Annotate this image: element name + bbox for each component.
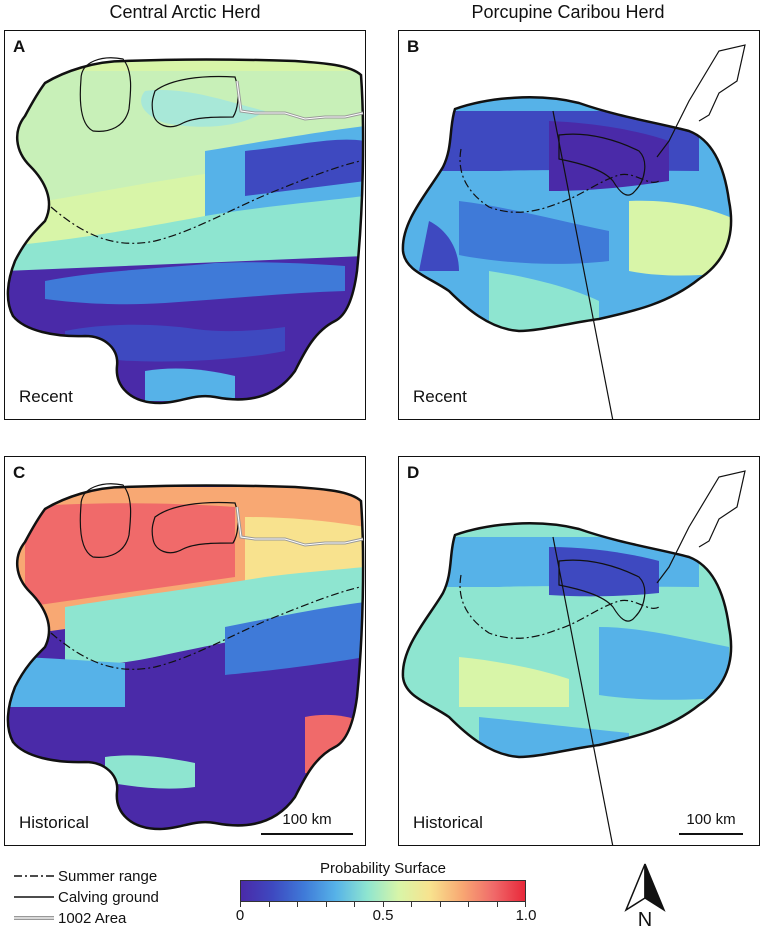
map-panel-d: D Historical 100 km (398, 456, 760, 846)
panel-letter-d: D (407, 463, 420, 482)
colorbar-tick (525, 902, 526, 907)
panel-letter-b: B (407, 37, 420, 56)
colorbar-mid-label: 0.5 (372, 907, 394, 924)
legend-calving-ground-label: Calving ground (58, 889, 159, 906)
north-label: N (637, 909, 653, 931)
map-panel-a: A Recent (4, 30, 366, 420)
colorbar-max-label: 1.0 (515, 907, 537, 924)
colorbar-tick (411, 902, 412, 907)
scale-bar-label: 100 km (282, 811, 332, 828)
central-arctic-herd-title: Central Arctic Herd (109, 2, 261, 22)
panel-letter-a: A (13, 37, 26, 56)
porcupine-caribou-herd-title: Porcupine Caribou Herd (471, 2, 665, 22)
colorbar-tick (268, 902, 270, 907)
legend-1002-area-label: 1002 Area (58, 910, 127, 927)
legend-calving-ground: Calving ground (14, 888, 234, 909)
central-herd-recent-map (6, 57, 365, 405)
porcupine-herd-historical-map (401, 470, 746, 845)
map-panel-c: C Historical 100 km (4, 456, 366, 846)
colorbar-tick (240, 902, 241, 907)
legend-summer-range: Summer range (14, 867, 234, 888)
panel-period-a: Recent (19, 387, 73, 406)
north-arrow-icon (624, 863, 666, 912)
porcupine-herd-recent-map (401, 44, 746, 419)
scale-bar-c: 100 km (261, 811, 353, 835)
colorbar-tick (468, 902, 469, 907)
colorbar-tick (496, 902, 498, 907)
legend-summer-range-label: Summer range (58, 868, 158, 885)
north-arrow: N (622, 862, 668, 931)
colorbar-title: Probability Surface (320, 860, 446, 877)
colorbar-tick (325, 902, 327, 907)
scale-bar-d: 100 km (679, 811, 743, 835)
colorbar-tick (439, 902, 441, 907)
legend-1002-area: 1002 Area (14, 909, 234, 930)
panel-period-d: Historical (413, 813, 483, 832)
colorbar-min-label: 0 (235, 907, 245, 924)
panel-letter-c: C (13, 463, 26, 482)
panel-period-c: Historical (19, 813, 89, 832)
central-herd-historical-map (6, 483, 365, 831)
probability-colorbar (240, 880, 526, 902)
line-legend: Summer range Calving ground 1002 Area (14, 867, 234, 930)
colorbar-tick (297, 902, 298, 907)
panel-period-b: Recent (413, 387, 467, 406)
map-panel-b: B Recent (398, 30, 760, 420)
scale-bar-label: 100 km (686, 811, 736, 828)
colorbar-tick (382, 902, 384, 907)
colorbar-tick (354, 902, 355, 907)
